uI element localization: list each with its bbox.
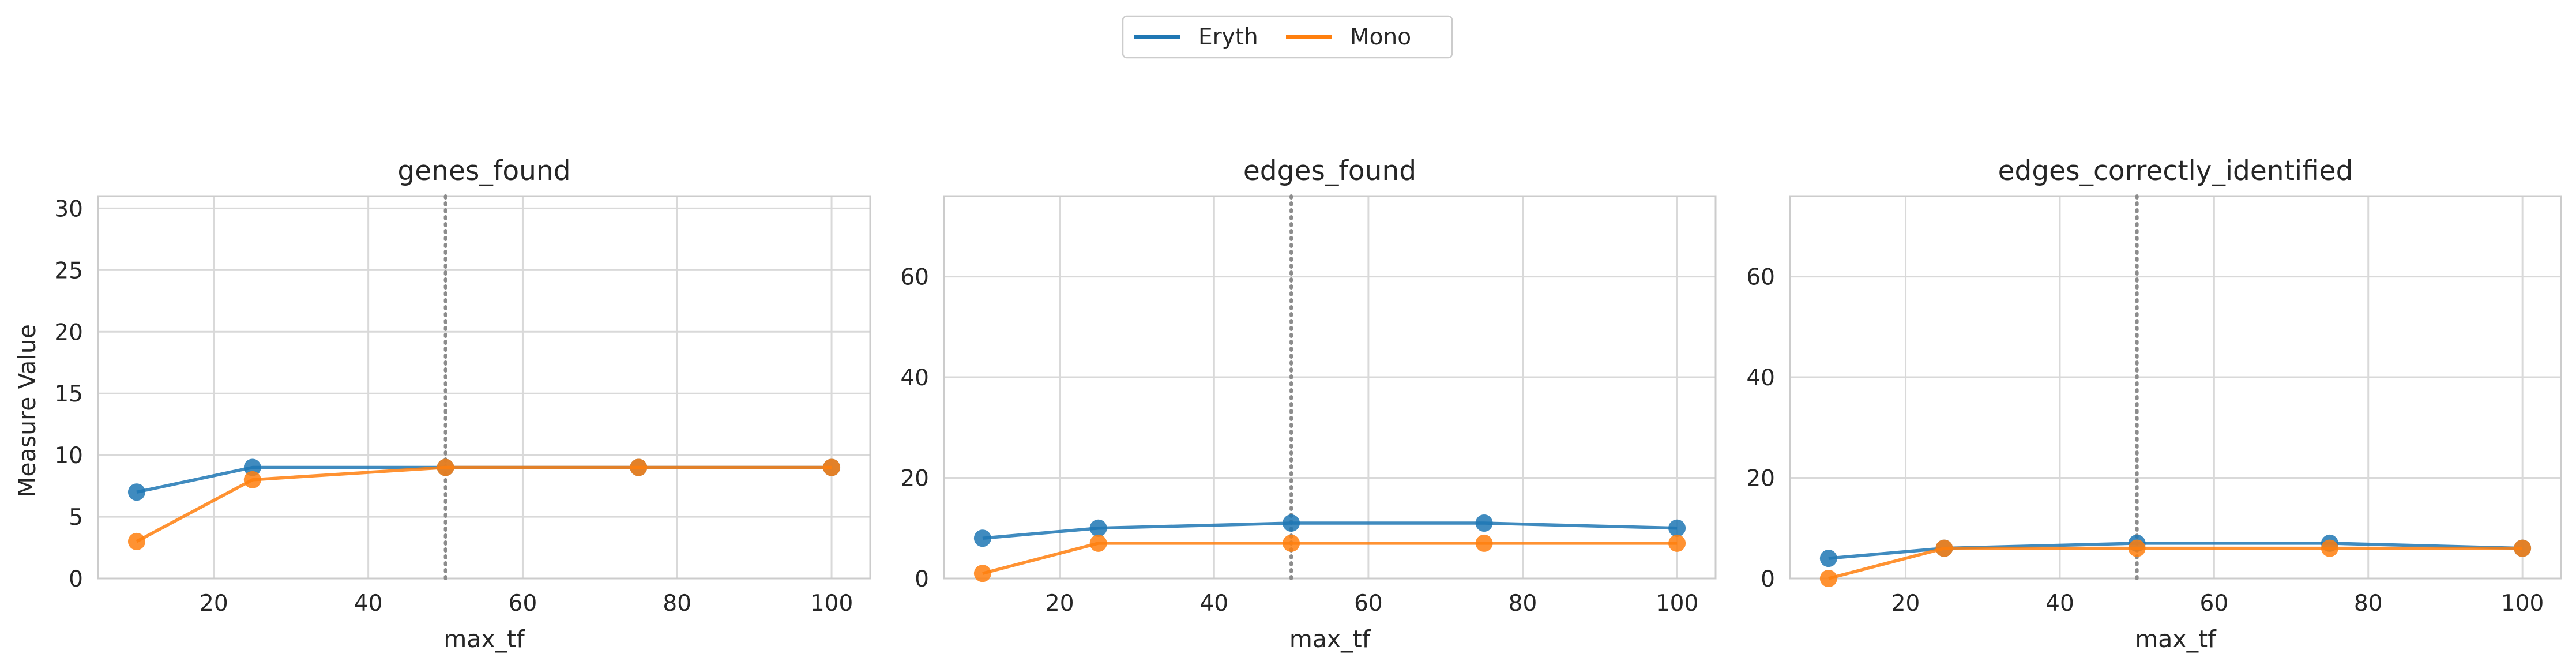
panel-title: edges_found [1243,155,1416,187]
data-point-mono [823,458,841,476]
y-tick-label: 60 [1746,265,1775,291]
y-tick-label: 25 [54,258,83,284]
plot-area [944,196,1716,578]
x-tick-label: 80 [1509,591,1537,617]
legend: Eryth Mono [1122,15,1453,59]
data-point-mono [630,458,648,476]
y-tick-label: 15 [54,381,83,407]
x-tick-label: 80 [2354,591,2383,617]
legend-label-mono: Mono [1350,24,1411,50]
data-point-mono [1819,570,1837,587]
data-point-mono [243,471,261,488]
y-tick-label: 0 [1761,566,1775,592]
legend-label-eryth: Eryth [1198,24,1258,50]
y-tick-label: 0 [915,566,929,592]
x-tick-label: 100 [2501,591,2544,617]
x-tick-label: 100 [810,591,853,617]
data-point-mono [1089,534,1107,552]
x-tick-label: 20 [1046,591,1074,617]
data-point-mono [1935,539,1953,557]
y-tick-label: 40 [900,365,929,391]
y-tick-label: 30 [54,196,83,222]
y-tick-label: 40 [1746,365,1775,391]
data-point-eryth [973,529,991,547]
x-tick-label: 80 [663,591,691,617]
x-axis-title: max_tf [1289,625,1371,653]
panel-title: genes_found [397,155,570,187]
panel-title: edges_correctly_identified [1998,155,2353,187]
x-tick-label: 20 [200,591,228,617]
plot-frame [943,195,1717,580]
data-point-mono [973,565,991,582]
y-tick-label: 60 [900,265,929,291]
data-point-mono [1283,534,1300,552]
data-point-mono [127,532,145,550]
data-point-eryth [127,483,145,501]
y-tick-label: 20 [900,466,929,492]
panel-edges-found: 20 40 60 80 100 0 20 40 60 max_tf edges_found [900,155,1717,653]
data-point-eryth [243,458,261,476]
plot-frame [97,195,871,580]
data-point-mono [2514,539,2532,557]
x-tick-label: 40 [354,591,383,617]
data-point-mono [437,458,454,476]
data-point-eryth [1475,514,1493,532]
plot-area [1790,196,2561,578]
data-point-eryth [1283,514,1300,532]
y-tick-label: 20 [1746,466,1775,492]
plot-area [98,196,870,578]
x-tick-label: 40 [1199,591,1228,617]
data-point-mono [2321,539,2338,557]
x-tick-label: 100 [1656,591,1698,617]
y-tick-label: 20 [54,320,83,345]
x-tick-label: 20 [1891,591,1920,617]
y-tick-label: 5 [69,505,83,531]
data-point-mono [2128,539,2146,557]
data-point-mono [1668,534,1686,552]
y-axis-title: Measure Value [13,324,41,497]
panel-genes-found: 20 40 60 80 100 0 5 10 15 20 25 30 max_tf genes_found [54,155,871,653]
x-tick-label: 60 [2200,591,2229,617]
x-axis-title: max_tf [2135,625,2217,653]
x-tick-label: 40 [2045,591,2074,617]
x-tick-label: 60 [1354,591,1383,617]
y-tick-label: 10 [54,443,83,469]
data-point-eryth [1819,550,1837,567]
data-point-mono [1475,534,1493,552]
plot-frame [1789,195,2562,580]
y-tick-label: 0 [69,566,83,592]
x-axis-title: max_tf [443,625,525,653]
x-tick-label: 60 [509,591,537,617]
data-point-eryth [1089,519,1107,537]
panel-edges-correctly-identified: 20 40 60 80 100 0 20 40 60 max_tf edges_correctly_… [1746,155,2562,653]
data-point-eryth [1668,519,1686,537]
